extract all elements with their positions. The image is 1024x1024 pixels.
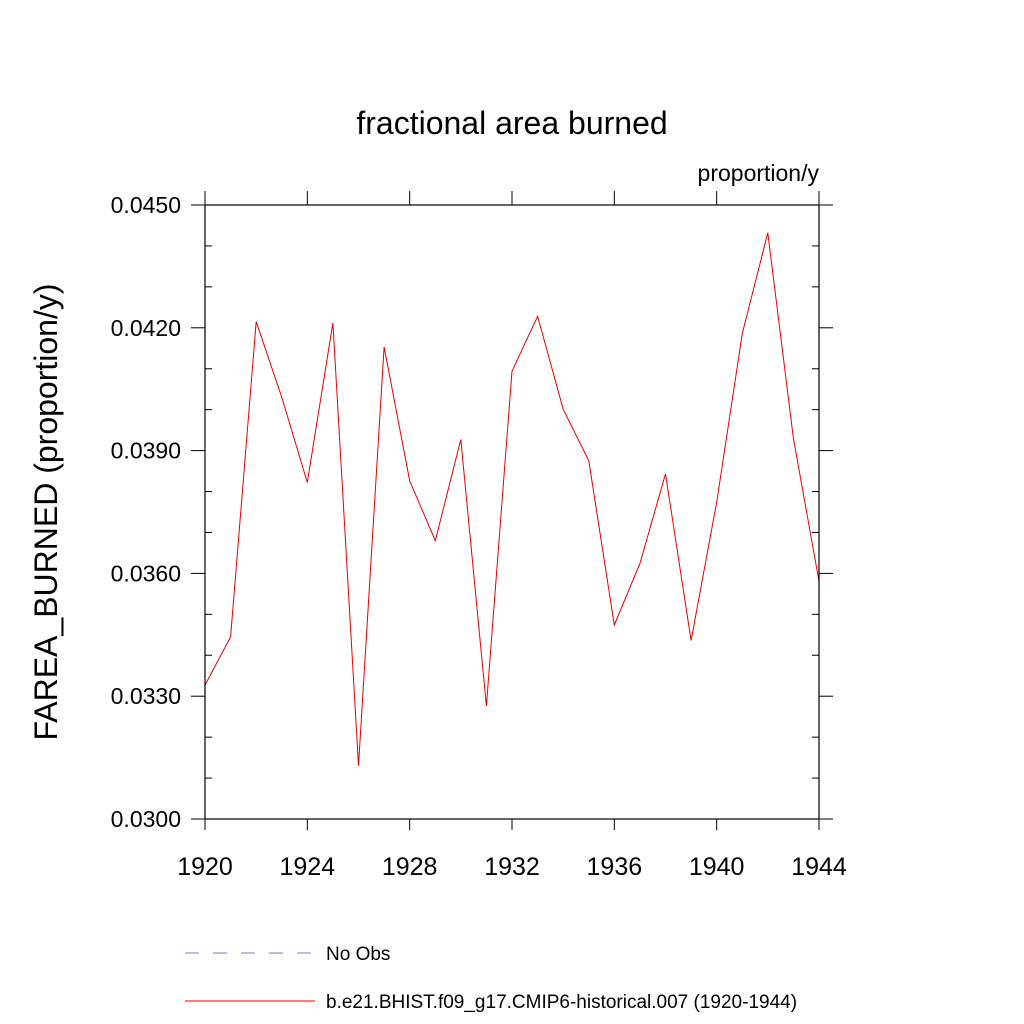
minor-ticks (205, 245, 819, 779)
units-label: proportion/y (698, 160, 820, 186)
x-tick-label: 1940 (689, 853, 745, 881)
y-tick-label: 0.0390 (111, 438, 181, 464)
series-line (204, 232, 820, 766)
legend-no-obs-label: No Obs (326, 944, 390, 965)
legend: No Obs b.e21.BHIST.f09_g17.CMIP6-histori… (185, 944, 797, 1013)
y-tick-labels: 0.0300 0.0330 0.0360 0.0390 0.0420 0.0450 (111, 192, 181, 832)
chart-title: fractional area burned (356, 105, 667, 141)
x-tick-label: 1936 (587, 853, 643, 881)
x-tick-label: 1932 (484, 853, 540, 881)
y-tick-label: 0.0450 (111, 192, 181, 218)
y-tick-label: 0.0420 (111, 315, 181, 341)
x-tick-labels: 1920 1924 1928 1932 1936 1940 1944 (177, 853, 847, 881)
x-tick-label: 1944 (791, 853, 847, 881)
y-tick-label: 0.0330 (111, 683, 181, 709)
y-tick-label: 0.0300 (111, 806, 181, 832)
y-axis-label: FAREA_BURNED (proportion/y) (28, 283, 64, 740)
x-tick-label: 1920 (177, 853, 233, 881)
x-tick-label: 1924 (280, 853, 336, 881)
major-ticks (191, 191, 833, 830)
plot-frame (204, 204, 820, 820)
y-tick-label: 0.0360 (111, 560, 181, 586)
x-tick-label: 1928 (382, 853, 438, 881)
legend-series-label: b.e21.BHIST.f09_g17.CMIP6-historical.007… (326, 992, 797, 1013)
